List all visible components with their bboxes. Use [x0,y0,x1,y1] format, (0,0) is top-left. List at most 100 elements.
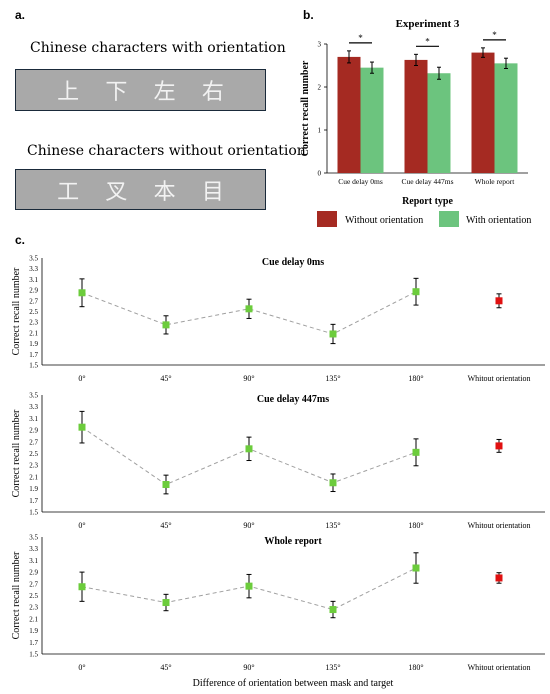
legend-swatch-without-orientation [317,211,337,227]
data-point [412,288,420,296]
legend-label: With orientation [466,215,531,226]
data-point [162,321,170,329]
data-point [162,481,170,489]
y-tick-label: 3.5 [29,534,38,542]
x-tick-label: 45° [160,374,171,383]
bar-with-orientation [494,63,518,173]
y-tick-label: 3.1 [29,557,38,565]
data-point [412,564,420,572]
x-tick-label: Whole report [475,177,516,186]
x-tick-label: 90° [243,374,254,383]
x-tick-label: 180° [408,663,423,672]
y-tick-label: 2.3 [29,604,38,612]
dashed-trend-line [81,291,417,335]
y-tick-label: 1.5 [29,509,38,517]
legend-swatch-with-orientation [439,211,459,227]
oriented-char: 右 [201,80,224,105]
data-point [329,606,337,614]
x-tick-label: 135° [325,663,340,672]
y-tick-label: 1.7 [29,639,38,647]
y-tick-label: 1.5 [29,651,38,659]
y-tick-label: 1.7 [29,351,38,359]
y-tick-label: 2.3 [29,462,38,470]
y-tick-label: 2.5 [29,450,38,458]
y-tick-label: 2.5 [29,308,38,316]
data-point [78,423,86,431]
y-tick-label: 3.5 [29,392,38,400]
y-tick-label: 3.3 [29,403,38,411]
data-point [245,582,253,590]
y-axis-label: Correct recall number [11,409,22,497]
x-tick-label: 45° [160,521,171,529]
data-point [245,445,253,453]
oriented-char: 上 [57,80,80,105]
unoriented-characters-box: 工 叉 本 目 [15,169,266,210]
y-tick-label: 3.1 [29,276,38,284]
oriented-char: 下 [105,80,128,105]
cue-delay-0ms-chart: Cue delay 0ms Correct recall number 1.5 1.7… [11,255,545,383]
y-axis-label: Correct recall number [300,60,311,156]
x-tick-label: 0° [78,663,85,672]
y-tick-label: 2.7 [29,438,38,446]
panel-a-letter: a. [15,8,26,22]
oriented-characters-box: 上 下 左 右 [15,69,266,111]
panel-b-letter: b. [303,8,314,22]
y-tick-label: 3.3 [29,545,38,553]
x-tick-label: 180° [408,374,423,383]
y-tick-label: 2.1 [29,615,38,623]
reference-point [495,574,503,582]
data-point [329,479,337,487]
unoriented-char: 本 [153,179,176,205]
x-tick-label: 90° [243,663,254,672]
x-tick-label: 45° [160,663,171,672]
unoriented-char: 目 [201,179,224,205]
data-point [245,305,253,313]
chart-title: Whole report [264,536,322,547]
data-point [78,289,86,297]
y-tick-label: 1 [318,127,322,135]
y-tick-label: 2.1 [29,473,38,481]
experiment-3-bar-chart: Experiment 3 Correct recall number 0 1 2 3 * Cu… [300,18,531,227]
y-tick-label: 3.5 [29,255,38,263]
whole-report-chart: Whole report Correct recall number 1.5 1.7 1… [11,534,545,689]
x-axis-label: Report type [402,196,453,207]
y-tick-label: 3 [318,41,322,49]
y-tick-label: 2.9 [29,427,38,435]
x-tick-label: 180° [408,521,423,529]
reference-point [495,442,503,450]
y-tick-label: 2 [318,84,322,92]
y-tick-label: 1.9 [29,627,38,635]
chart-title: Cue delay 0ms [262,257,324,268]
x-tick-label: Whitout orientation [468,663,531,672]
x-tick-label: Whitout orientation [468,521,531,529]
bar-with-orientation [360,67,384,173]
reference-point [495,297,503,305]
y-tick-label: 0 [318,170,322,178]
cue-delay-447ms-chart: Cue delay 447ms Correct recall number 1.5 1… [11,392,545,529]
unoriented-char: 工 [57,179,80,205]
y-tick-label: 2.7 [29,580,38,588]
bar-without-orientation [337,56,361,173]
x-tick-label: 135° [325,374,340,383]
y-tick-label: 2.7 [29,297,38,305]
data-point [412,448,420,456]
bar-without-orientation [404,59,428,173]
y-tick-label: 1.9 [29,340,38,348]
oriented-char: 左 [153,80,176,105]
x-tick-label: 0° [78,374,85,383]
significance-marker: * [358,33,363,43]
unoriented-characters-label: Chinese characters without orientation [27,143,306,159]
x-tick-label: Cue delay 447ms [401,177,453,186]
x-tick-label: 90° [243,521,254,529]
y-tick-label: 1.9 [29,485,38,493]
y-tick-label: 2.5 [29,592,38,600]
x-tick-label: Whitout orientation [468,374,531,383]
data-point [162,599,170,607]
x-axis-label: Difference of orientation between mask a… [193,678,394,689]
y-tick-label: 1.7 [29,497,38,505]
unoriented-char: 叉 [105,179,128,205]
y-tick-label: 2.9 [29,287,38,295]
y-tick-label: 2.1 [29,329,38,337]
data-point [329,330,337,338]
y-tick-label: 3.1 [29,415,38,423]
